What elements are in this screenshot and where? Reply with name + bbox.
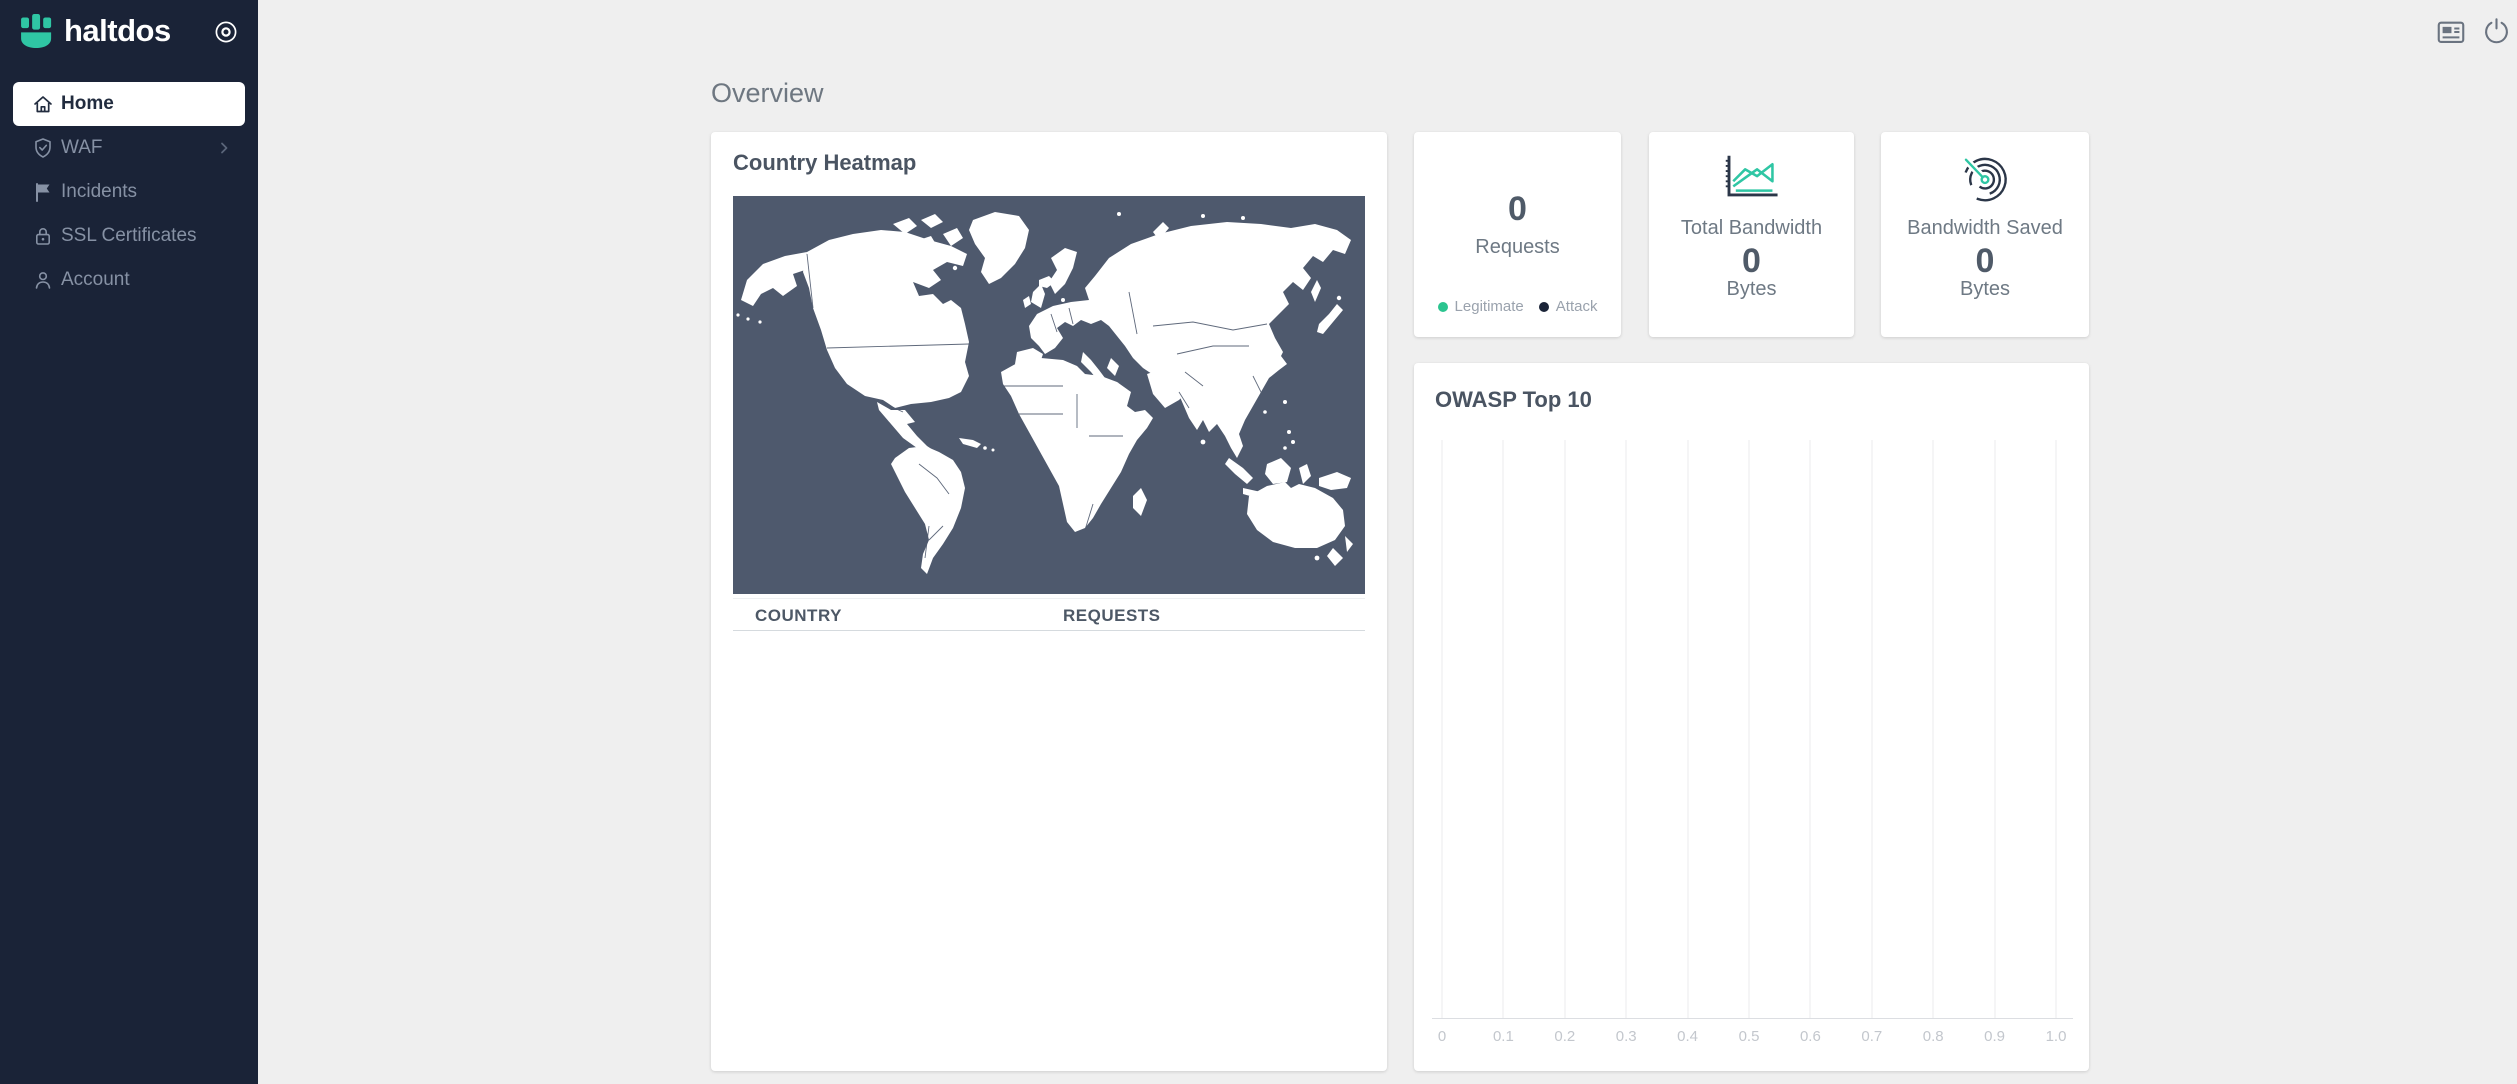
haltdos-fist-logo-icon	[21, 14, 52, 48]
gridline	[1502, 440, 1504, 1018]
total-bandwidth-value: 0	[1742, 242, 1761, 280]
sidebar-item-label: Account	[61, 269, 130, 290]
total-bandwidth-label: Total Bandwidth	[1680, 217, 1823, 239]
power-icon[interactable]	[2483, 17, 2510, 44]
world-map-svg	[733, 196, 1365, 594]
sidebar-menu: Home WAF Incidents	[0, 82, 258, 302]
sidebar-item-label: SSL Certificates	[61, 225, 197, 246]
sidebar-item-home[interactable]: Home	[13, 82, 245, 126]
sidebar-item-label: Home	[61, 93, 114, 114]
gridline	[1687, 440, 1689, 1018]
x-tick-label: 0.1	[1492, 1028, 1514, 1045]
requests-stat-card: 0 Requests Legitimate Attack	[1414, 132, 1621, 337]
gridline	[1932, 440, 1934, 1018]
bandwidth-saved-card: Bandwidth Saved 0 Bytes	[1881, 132, 2089, 337]
bandwidth-saved-value: 0	[1975, 242, 1995, 280]
flag-icon	[36, 183, 50, 202]
bandwidth-saved-unit: Bytes	[1959, 278, 2011, 300]
country-heatmap-card: Country Heatmap	[711, 132, 1387, 1071]
legend-label-attack: Attack	[1555, 298, 1598, 315]
x-tick-label: 0.2	[1554, 1028, 1576, 1045]
gridline	[1994, 440, 1996, 1018]
circle-dot-icon[interactable]	[214, 20, 238, 44]
legitimate-dot-icon	[1437, 301, 1448, 312]
owasp-x-axis-line	[1432, 1018, 2073, 1019]
sidebar: haltdos Home WAF	[0, 0, 258, 1084]
lock-icon	[36, 228, 50, 245]
sidebar-item-label: WAF	[61, 137, 103, 158]
logo-text: haltdos	[64, 13, 171, 48]
gridline	[1564, 440, 1566, 1018]
gridline	[1625, 440, 1627, 1018]
sidebar-item-account[interactable]: Account	[0, 258, 258, 302]
sidebar-item-incidents[interactable]: Incidents	[0, 170, 258, 214]
x-tick-label: 0	[1437, 1028, 1447, 1045]
gridline	[1809, 440, 1811, 1018]
radar-icon	[1962, 156, 2007, 202]
owasp-title: OWASP Top 10	[1435, 387, 1592, 412]
chevron-right-icon	[221, 142, 228, 154]
home-icon	[34, 96, 52, 113]
country-table-body	[733, 632, 1365, 1051]
x-tick-label: 0.3	[1615, 1028, 1637, 1045]
page-title: Overview	[711, 78, 824, 108]
column-header-country: COUNTRY	[755, 606, 842, 625]
owasp-chart-plot-area	[1441, 440, 2057, 1018]
sidebar-item-ssl-certificates[interactable]: SSL Certificates	[0, 214, 258, 258]
column-header-requests: REQUESTS	[1063, 606, 1161, 625]
sidebar-item-label: Incidents	[61, 181, 138, 202]
x-tick-label: 0.6	[1799, 1028, 1821, 1045]
news-icon[interactable]	[2437, 18, 2465, 46]
x-tick-label: 0.8	[1922, 1028, 1944, 1045]
gridline	[1441, 440, 1443, 1018]
area-chart-icon	[1725, 155, 1778, 197]
x-tick-label: 0.4	[1677, 1028, 1699, 1045]
total-bandwidth-card: Total Bandwidth 0 Bytes	[1649, 132, 1854, 337]
x-tick-label: 0.7	[1861, 1028, 1883, 1045]
requests-label: Requests	[1475, 236, 1560, 258]
country-heatmap-title: Country Heatmap	[733, 150, 917, 175]
gridline	[1748, 440, 1750, 1018]
bandwidth-saved-label: Bandwidth Saved	[1907, 217, 2063, 239]
owasp-gridlines	[1441, 440, 2057, 1018]
attack-dot-icon	[1538, 301, 1549, 312]
owasp-top10-card: OWASP Top 10 0 0.1 0.2 0.3 0.4 0.5 0.6 0.7 0.8 0.…	[1414, 363, 2089, 1071]
owasp-x-axis-labels: 0 0.1 0.2 0.3 0.4 0.5 0.6 0.7 0.8 0.9 1.0	[1438, 1028, 2067, 1048]
total-bandwidth-unit: Bytes	[1726, 278, 1777, 300]
country-table-header: COUNTRY REQUESTS	[733, 598, 1365, 631]
requests-legend: Legitimate Attack	[1414, 298, 1621, 315]
x-tick-label: 0.5	[1738, 1028, 1760, 1045]
legend-label-legitimate: Legitimate	[1454, 298, 1524, 315]
x-tick-label: 0.9	[1984, 1028, 2006, 1045]
requests-value: 0	[1508, 190, 1527, 228]
gridline	[1871, 440, 1873, 1018]
world-map[interactable]	[733, 196, 1365, 594]
logo-row: haltdos	[0, 0, 258, 64]
shield-icon	[35, 138, 51, 158]
x-tick-label: 1.0	[2045, 1028, 2067, 1045]
sidebar-item-waf[interactable]: WAF	[0, 126, 258, 170]
user-icon	[35, 272, 51, 289]
gridline	[2055, 440, 2057, 1018]
